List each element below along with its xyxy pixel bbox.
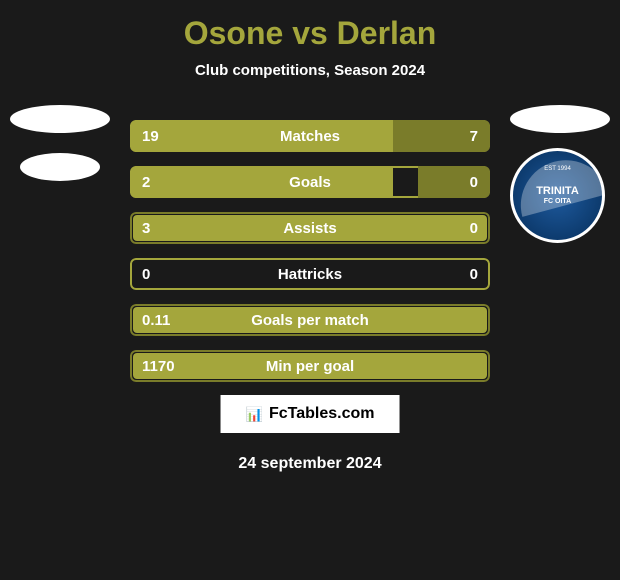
club-ellipse [20,153,100,181]
stat-label: Min per goal [130,358,490,375]
stats-container: Matches197Goals20Assists30Hattricks00Goa… [130,120,490,396]
stat-value-left: 0.11 [142,312,170,329]
stat-value-left: 2 [142,174,150,191]
stat-value-left: 3 [142,220,150,237]
stat-bar-hattricks: Hattricks0 0 [130,258,490,290]
stat-label: Assists [130,220,490,237]
avatar-ellipse [10,105,110,133]
chart-icon: 📊 [246,406,263,423]
stat-bar-goals: Goals2 0 [130,166,490,198]
watermark-text: FcTables.com [269,405,375,423]
club-badge: EST 1994 TRINITA FC OITA [510,148,605,243]
stat-label: Goals [130,174,490,191]
stat-value-right: 0 [470,266,478,283]
stat-value-left: 19 [142,128,159,145]
stat-label: Matches [130,128,490,145]
stat-label: Hattricks [130,266,490,283]
stat-value-right: 0 [470,220,478,237]
stat-value-left: 0 [142,266,150,283]
watermark: 📊 FcTables.com [221,395,400,433]
avatar-ellipse [510,105,610,133]
subtitle: Club competitions, Season 2024 [0,62,620,79]
stat-value-right: 7 [470,128,478,145]
badge-est: EST 1994 [544,166,571,172]
player-right-avatar: EST 1994 TRINITA FC OITA [510,105,610,205]
player-left-avatar [10,105,110,205]
stat-label: Goals per match [130,312,490,329]
date-text: 24 september 2024 [238,455,381,473]
badge-swoosh [511,150,605,217]
stat-bar-goals-per-match: Goals per match0.11 [130,304,490,336]
comparison-title: Osone vs Derlan [0,0,620,52]
stat-value-right: 0 [470,174,478,191]
stat-bar-matches: Matches19 7 [130,120,490,152]
stat-bar-min-per-goal: Min per goal1170 [130,350,490,382]
stat-value-left: 1170 [142,358,175,375]
stat-bar-assists: Assists3 0 [130,212,490,244]
